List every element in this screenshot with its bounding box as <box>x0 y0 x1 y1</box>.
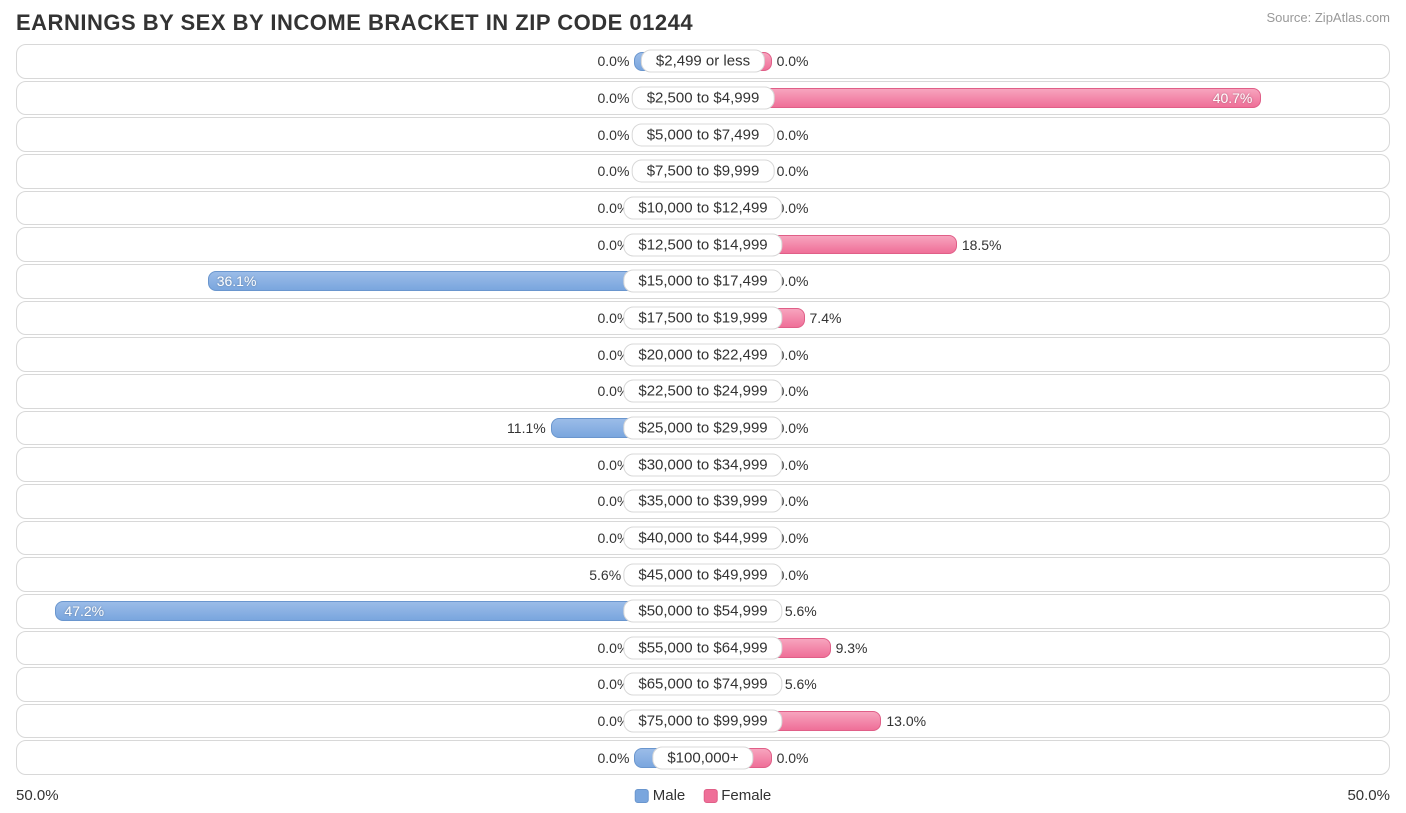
category-label: $45,000 to $49,999 <box>623 563 782 586</box>
male-value: 36.1% <box>217 273 257 289</box>
male-value: 5.6% <box>589 567 621 583</box>
chart-row: 0.0%0.0%$10,000 to $12,499 <box>16 191 1390 226</box>
chart-row: 0.0%13.0%$75,000 to $99,999 <box>16 704 1390 739</box>
category-label: $12,500 to $14,999 <box>623 233 782 256</box>
axis-max-right: 50.0% <box>1347 787 1390 804</box>
chart-row: 36.1%0.0%$15,000 to $17,499 <box>16 264 1390 299</box>
category-label: $20,000 to $22,499 <box>623 343 782 366</box>
category-label: $15,000 to $17,499 <box>623 270 782 293</box>
category-label: $55,000 to $64,999 <box>623 636 782 659</box>
legend-female: Female <box>703 787 771 804</box>
chart-row: 0.0%7.4%$17,500 to $19,999 <box>16 301 1390 336</box>
category-label: $25,000 to $29,999 <box>623 416 782 439</box>
chart-row: 0.0%0.0%$22,500 to $24,999 <box>16 374 1390 409</box>
female-value: 9.3% <box>836 640 868 656</box>
chart-row: 0.0% 0.0%$7,500 to $9,999 <box>16 154 1390 189</box>
female-value: 5.6% <box>785 676 817 692</box>
male-value: 11.1% <box>507 420 546 436</box>
male-value: 0.0% <box>597 90 629 106</box>
chart-row: 47.2% 5.6%$50,000 to $54,999 <box>16 594 1390 629</box>
chart-row: 11.1%0.0%$25,000 to $29,999 <box>16 411 1390 446</box>
chart-row: 0.0% 0.0% $2,499 or less <box>16 44 1390 79</box>
male-value: 0.0% <box>597 127 629 143</box>
chart-row: 0.0% 0.0% $100,000+ <box>16 740 1390 775</box>
chart-row: 0.0%5.6%$65,000 to $74,999 <box>16 667 1390 702</box>
chart-footer: 50.0% Male Female 50.0% <box>16 781 1390 803</box>
chart-row: 0.0%9.3%$55,000 to $64,999 <box>16 631 1390 666</box>
legend: Male Female <box>635 787 772 804</box>
chart-row: 0.0% 40.7% $2,500 to $4,999 <box>16 81 1390 116</box>
chart-row: 0.0%0.0%$30,000 to $34,999 <box>16 447 1390 482</box>
chart-row: 5.6%0.0%$45,000 to $49,999 <box>16 557 1390 592</box>
source-attribution: Source: ZipAtlas.com <box>1266 10 1390 25</box>
category-label: $10,000 to $12,499 <box>623 196 782 219</box>
chart-row: 0.0%0.0%$35,000 to $39,999 <box>16 484 1390 519</box>
female-value: 0.0% <box>777 163 809 179</box>
female-bar: 40.7% <box>703 88 1261 108</box>
female-value: 5.6% <box>785 603 817 619</box>
female-value: 13.0% <box>886 713 926 729</box>
diverging-bar-chart: 0.0% 0.0% $2,499 or less 0.0% 40.7% $2,500 to… <box>16 44 1390 775</box>
category-label: $65,000 to $74,999 <box>623 673 782 696</box>
male-bar: 47.2% <box>55 601 703 621</box>
female-value: 7.4% <box>810 310 842 326</box>
chart-row: 0.0%18.5%$12,500 to $14,999 <box>16 227 1390 262</box>
female-value: 40.7% <box>1213 90 1253 106</box>
category-label: $75,000 to $99,999 <box>623 710 782 733</box>
male-value: 0.0% <box>597 163 629 179</box>
header: EARNINGS BY SEX BY INCOME BRACKET IN ZIP… <box>16 10 1390 36</box>
female-value: 0.0% <box>777 127 809 143</box>
legend-male-label: Male <box>653 787 686 804</box>
category-label: $30,000 to $34,999 <box>623 453 782 476</box>
female-value: 0.0% <box>777 750 809 766</box>
category-label: $17,500 to $19,999 <box>623 306 782 329</box>
chart-title: EARNINGS BY SEX BY INCOME BRACKET IN ZIP… <box>16 10 693 36</box>
category-label: $100,000+ <box>652 746 753 769</box>
legend-female-label: Female <box>721 787 771 804</box>
legend-male: Male <box>635 787 686 804</box>
category-label: $2,499 or less <box>641 50 765 73</box>
female-value: 0.0% <box>777 53 809 69</box>
female-swatch-icon <box>703 789 717 803</box>
category-label: $7,500 to $9,999 <box>632 160 775 183</box>
category-label: $5,000 to $7,499 <box>632 123 775 146</box>
male-swatch-icon <box>635 789 649 803</box>
category-label: $2,500 to $4,999 <box>632 86 775 109</box>
male-value: 0.0% <box>597 53 629 69</box>
category-label: $35,000 to $39,999 <box>623 490 782 513</box>
category-label: $50,000 to $54,999 <box>623 600 782 623</box>
chart-row: 0.0%0.0%$20,000 to $22,499 <box>16 337 1390 372</box>
category-label: $22,500 to $24,999 <box>623 380 782 403</box>
male-value: 47.2% <box>64 603 104 619</box>
chart-row: 0.0%0.0%$40,000 to $44,999 <box>16 521 1390 556</box>
female-value: 18.5% <box>962 237 1002 253</box>
axis-max-left: 50.0% <box>16 787 59 804</box>
male-value: 0.0% <box>597 750 629 766</box>
chart-row: 0.0% 0.0%$5,000 to $7,499 <box>16 117 1390 152</box>
category-label: $40,000 to $44,999 <box>623 526 782 549</box>
